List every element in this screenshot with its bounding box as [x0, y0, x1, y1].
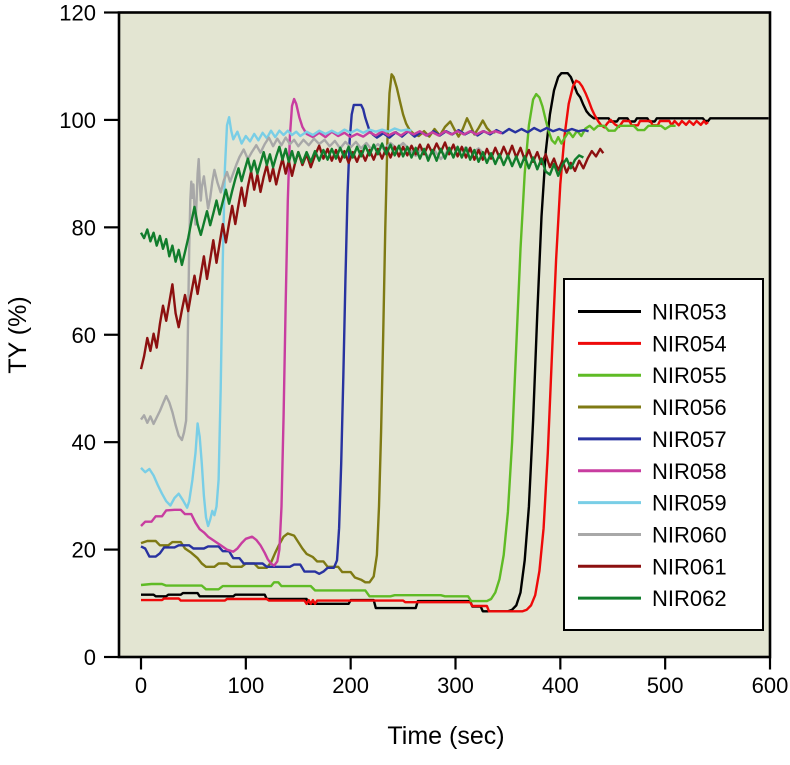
x-tick-label: 0	[135, 673, 147, 698]
series-line-NIR055	[140, 92, 676, 603]
y-axis-title: TY (%)	[4, 296, 32, 373]
series-line-NIR054	[141, 79, 709, 613]
y-tick-label: 40	[72, 430, 96, 455]
legend-label-NIR059: NIR059	[652, 491, 727, 516]
y-tick-label: 100	[59, 108, 96, 133]
x-tick-label: 100	[227, 673, 264, 698]
series-lines	[139, 71, 769, 613]
series-line-NIR058	[140, 97, 502, 567]
plot-frame	[117, 11, 772, 659]
x-tick-label: 600	[752, 673, 789, 698]
y-tick-label: 20	[72, 538, 96, 563]
x-tick-label: 400	[542, 673, 579, 698]
legend-items: NIR053 NIR054 NIR055 NIR056 NIR057 NIR058 NIR0…	[578, 300, 727, 611]
legend-label-NIR055: NIR055	[652, 363, 727, 388]
series-line-NIR062	[139, 142, 584, 267]
y-tick-label: 0	[84, 645, 96, 670]
x-axis-ticks: 0 100 200 300 400 500 600	[135, 658, 788, 698]
legend-label-NIR062: NIR062	[652, 586, 727, 611]
series-line-NIR061	[139, 141, 605, 370]
series-line-NIR059	[140, 115, 412, 528]
series-line-NIR056	[140, 73, 496, 584]
legend-label-NIR057: NIR057	[652, 427, 727, 452]
legend-label-NIR058: NIR058	[652, 459, 727, 484]
y-tick-label: 120	[59, 1, 96, 26]
legend-label-NIR061: NIR061	[652, 554, 727, 579]
x-tick-label: 500	[647, 673, 684, 698]
legend-label-NIR054: NIR054	[652, 331, 727, 356]
x-tick-label: 200	[332, 673, 369, 698]
legend: NIR053 NIR054 NIR055 NIR056 NIR057 NIR058 NIR0…	[563, 278, 764, 631]
legend-box	[563, 278, 764, 631]
y-axis-ticks: 0 20 40 60 80 100 120	[59, 1, 118, 670]
x-tick-label: 300	[437, 673, 474, 698]
y-tick-label: 80	[72, 215, 96, 240]
x-axis-title: Time (sec)	[387, 722, 504, 750]
series-line-NIR057	[140, 103, 589, 575]
legend-label-NIR053: NIR053	[652, 300, 727, 325]
legend-label-NIR056: NIR056	[652, 395, 727, 420]
series-line-NIR053	[141, 71, 769, 613]
series-line-NIR060	[140, 136, 483, 442]
y-tick-label: 60	[72, 323, 96, 348]
legend-label-NIR060: NIR060	[652, 522, 727, 547]
